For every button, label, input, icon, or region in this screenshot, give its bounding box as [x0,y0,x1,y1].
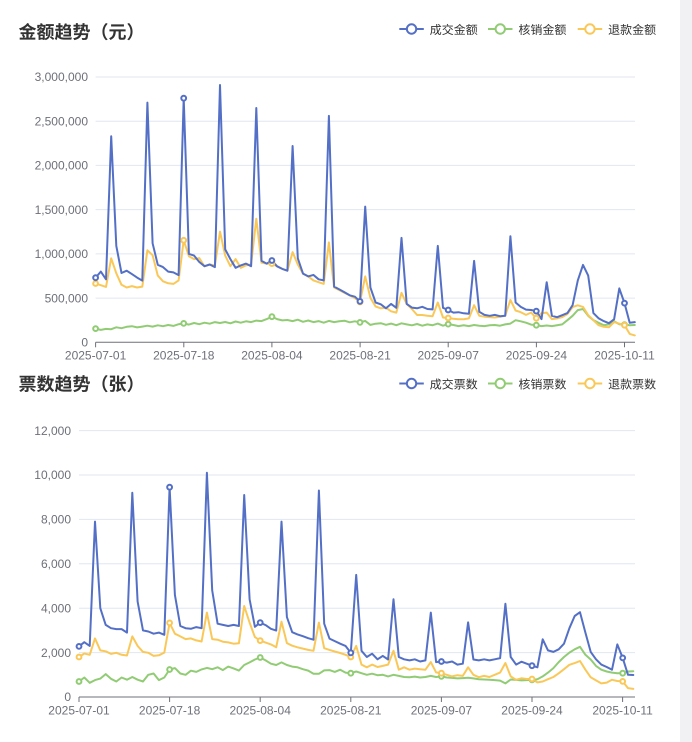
svg-text:10,000: 10,000 [34,468,71,482]
svg-text:1,500,000: 1,500,000 [35,203,89,217]
svg-text:2025-10-11: 2025-10-11 [594,349,655,363]
svg-text:2025-09-24: 2025-09-24 [506,349,568,363]
svg-text:0: 0 [64,690,71,704]
svg-text:2025-08-21: 2025-08-21 [320,703,382,717]
svg-text:1,000,000: 1,000,000 [35,247,89,261]
svg-text:2025-10-11: 2025-10-11 [592,703,653,717]
svg-text:2025-08-04: 2025-08-04 [230,703,292,717]
svg-text:2025-07-18: 2025-07-18 [139,703,201,717]
svg-text:500,000: 500,000 [45,291,89,305]
svg-text:2025-07-01: 2025-07-01 [65,349,127,363]
svg-text:2,500,000: 2,500,000 [35,114,89,128]
svg-text:2025-09-24: 2025-09-24 [501,703,563,717]
svg-text:3,000,000: 3,000,000 [35,70,89,84]
svg-text:12,000: 12,000 [34,424,71,438]
svg-text:8,000: 8,000 [41,513,71,527]
svg-text:0: 0 [81,336,88,350]
svg-text:6,000: 6,000 [41,557,71,571]
svg-text:2025-08-04: 2025-08-04 [241,349,303,363]
svg-text:2025-09-07: 2025-09-07 [418,349,480,363]
svg-text:4,000: 4,000 [41,601,71,615]
svg-text:2,000,000: 2,000,000 [35,159,89,173]
svg-text:2025-09-07: 2025-09-07 [411,703,473,717]
svg-text:2,000: 2,000 [41,646,71,660]
svg-text:2025-07-18: 2025-07-18 [153,349,215,363]
svg-text:2025-08-21: 2025-08-21 [329,349,391,363]
svg-text:2025-07-01: 2025-07-01 [48,703,110,717]
